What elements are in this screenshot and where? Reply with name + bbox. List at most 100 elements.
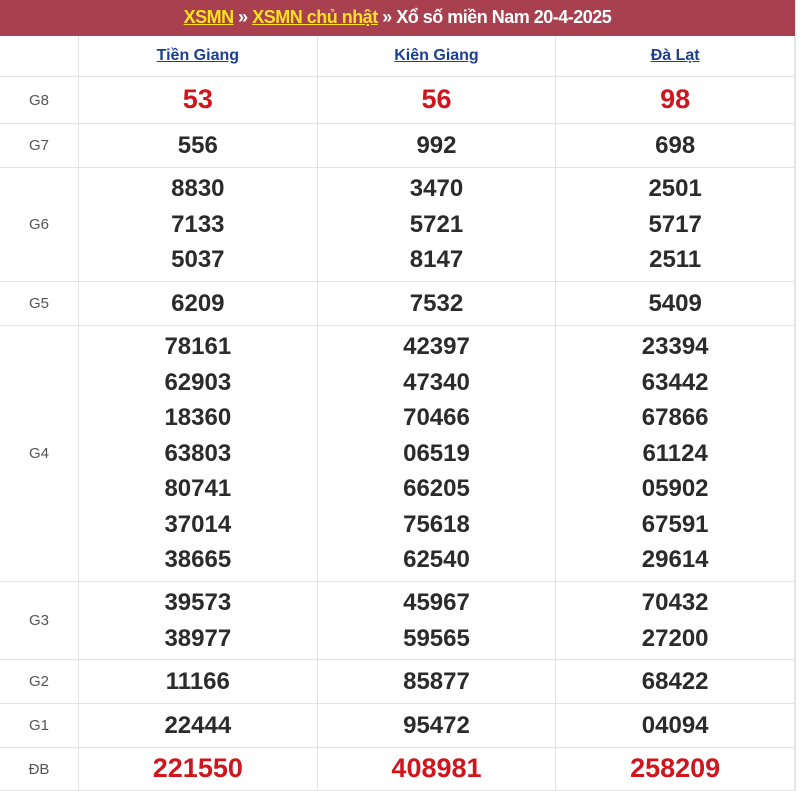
empty-header-cell bbox=[0, 36, 79, 77]
prize-number: 698 bbox=[655, 131, 696, 159]
prize-row-g2: G2 11166 85877 68422 bbox=[0, 659, 795, 704]
prize-cell: 04094 bbox=[555, 703, 795, 748]
prize-cell: 7532 bbox=[316, 281, 557, 326]
breadcrumb-link-xsmn[interactable]: XSMN bbox=[183, 7, 235, 27]
prize-number: 258209 bbox=[630, 753, 721, 784]
prize-row-g4: G4 78161 62903 18360 63803 80741 37014 38665 423… bbox=[0, 325, 795, 582]
breadcrumb-link-xsmn-sunday[interactable]: XSMN chủ nhật bbox=[252, 7, 378, 27]
prize-cell: 53 bbox=[78, 76, 318, 124]
prize-number: 22444 bbox=[164, 711, 232, 739]
prize-number: 04094 bbox=[641, 711, 709, 739]
prize-cell: 556 bbox=[78, 123, 318, 168]
prize-number: 06519 bbox=[403, 439, 470, 467]
prize-row-g5: G5 6209 7532 5409 bbox=[0, 281, 795, 326]
province-header-row: Tiền Giang Kiên Giang Đà Lạt bbox=[0, 36, 795, 77]
prize-cell: 95472 bbox=[316, 703, 557, 748]
prize-number: 38665 bbox=[164, 546, 232, 574]
breadcrumb-separator: » bbox=[233, 7, 253, 27]
prize-number: 56 bbox=[421, 84, 452, 115]
prize-number: 8147 bbox=[409, 246, 464, 274]
prize-number: 70432 bbox=[641, 589, 709, 616]
prize-number: 408981 bbox=[391, 753, 482, 784]
prize-cell: 23394 63442 67866 61124 05902 67591 29614 bbox=[555, 325, 795, 582]
prize-cell: 408981 bbox=[316, 747, 557, 791]
prize-number: 66205 bbox=[403, 475, 470, 503]
prize-row-g7: G7 556 992 698 bbox=[0, 123, 795, 168]
prize-cell: 698 bbox=[555, 123, 795, 168]
prize-number: 992 bbox=[416, 131, 457, 159]
prize-label: G2 bbox=[0, 659, 79, 704]
prize-number: 5409 bbox=[648, 289, 702, 317]
province-link-kien-giang[interactable]: Kiên Giang bbox=[394, 47, 479, 64]
province-header: Đà Lạt bbox=[555, 36, 795, 77]
prize-number: 05902 bbox=[641, 475, 709, 503]
prize-cell: 56 bbox=[316, 76, 557, 124]
province-link-tien-giang[interactable]: Tiền Giang bbox=[156, 47, 240, 64]
prize-cell: 5409 bbox=[555, 281, 795, 326]
prize-number: 95472 bbox=[403, 711, 470, 739]
prize-cell: 258209 bbox=[555, 747, 795, 791]
prize-number: 27200 bbox=[641, 624, 709, 652]
prize-label: G8 bbox=[0, 76, 79, 124]
prize-number: 62540 bbox=[403, 546, 470, 574]
prize-number: 68422 bbox=[641, 667, 709, 695]
prize-number: 6209 bbox=[171, 289, 225, 317]
prize-number: 556 bbox=[177, 131, 218, 159]
prize-number: 38977 bbox=[164, 624, 232, 652]
results-table: Tiền Giang Kiên Giang Đà Lạt G8 53 56 98 G7 5… bbox=[0, 36, 795, 791]
prize-number: 18360 bbox=[164, 404, 232, 432]
prize-number: 75618 bbox=[403, 510, 470, 538]
prize-number: 67866 bbox=[641, 404, 709, 432]
prize-row-g3: G3 39573 38977 45967 59565 70432 27200 bbox=[0, 581, 795, 660]
prize-cell: 39573 38977 bbox=[78, 581, 318, 660]
prize-number: 45967 bbox=[403, 589, 470, 616]
prize-cell: 11166 bbox=[78, 659, 318, 704]
province-link-da-lat[interactable]: Đà Lạt bbox=[650, 47, 700, 64]
province-header: Kiên Giang bbox=[316, 36, 557, 77]
prize-number: 7532 bbox=[409, 289, 464, 317]
prize-cell: 68422 bbox=[555, 659, 795, 704]
prize-number: 5721 bbox=[409, 210, 464, 238]
prize-cell: 22444 bbox=[78, 703, 318, 748]
prize-label: G5 bbox=[0, 281, 79, 326]
prize-cell: 42397 47340 70466 06519 66205 75618 62540 bbox=[316, 325, 557, 582]
prize-number: 70466 bbox=[403, 404, 470, 432]
prize-label: G3 bbox=[0, 581, 79, 660]
prize-cell: 45967 59565 bbox=[316, 581, 557, 660]
prize-number: 53 bbox=[182, 84, 213, 115]
prize-number: 42397 bbox=[403, 333, 470, 361]
prize-cell: 2501 5717 2511 bbox=[555, 167, 795, 282]
prize-cell: 78161 62903 18360 63803 80741 37014 38665 bbox=[78, 325, 318, 582]
prize-cell: 8830 7133 5037 bbox=[78, 167, 318, 282]
prize-number: 59565 bbox=[403, 624, 470, 652]
prize-cell: 221550 bbox=[78, 747, 318, 791]
prize-number: 85877 bbox=[403, 667, 470, 695]
prize-cell: 992 bbox=[316, 123, 557, 168]
prize-row-g8: G8 53 56 98 bbox=[0, 76, 795, 124]
prize-number: 47340 bbox=[403, 368, 470, 396]
prize-number: 39573 bbox=[164, 589, 232, 616]
breadcrumb-title: XSMN » XSMN chủ nhật » Xổ số miền Nam 20… bbox=[0, 0, 795, 36]
prize-number: 2501 bbox=[648, 175, 702, 203]
prize-row-đb: ĐB 221550 408981 258209 bbox=[0, 747, 795, 791]
prize-number: 63442 bbox=[641, 368, 709, 396]
prize-row-g1: G1 22444 95472 04094 bbox=[0, 703, 795, 748]
prize-number: 61124 bbox=[642, 439, 708, 467]
prize-cell: 98 bbox=[555, 76, 795, 124]
prize-number: 23394 bbox=[641, 333, 709, 361]
prize-number: 78161 bbox=[164, 333, 232, 361]
province-header: Tiền Giang bbox=[78, 36, 318, 77]
prize-label: G1 bbox=[0, 703, 79, 748]
breadcrumb-current: » Xổ số miền Nam 20-4-2025 bbox=[377, 7, 612, 27]
prize-cell: 6209 bbox=[78, 281, 318, 326]
prize-number: 67591 bbox=[641, 510, 709, 538]
prize-label: ĐB bbox=[0, 747, 79, 791]
prize-number: 37014 bbox=[164, 510, 232, 538]
prize-label: G4 bbox=[0, 325, 79, 582]
prize-number: 8830 bbox=[171, 175, 225, 203]
prize-number: 11166 bbox=[165, 667, 230, 695]
prize-cell: 85877 bbox=[316, 659, 557, 704]
prize-number: 98 bbox=[660, 84, 691, 115]
prize-row-g6: G6 8830 7133 5037 3470 5721 8147 2501 5717 2511 bbox=[0, 167, 795, 282]
